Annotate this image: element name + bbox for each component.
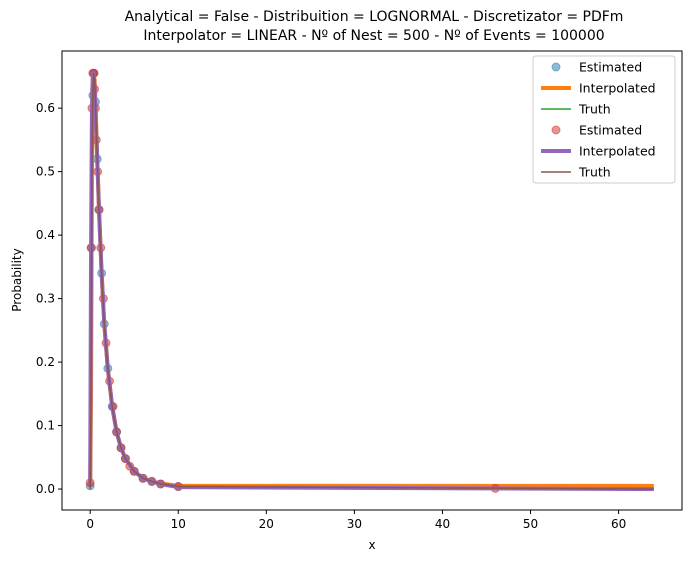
y-tick-label: 0.0 xyxy=(36,482,55,496)
y-tick-label: 0.1 xyxy=(36,419,55,433)
x-axis-label: x xyxy=(368,538,375,552)
x-tick-label: 10 xyxy=(171,517,186,531)
chart-title-line-2: Interpolator = LINEAR - Nº of Nest = 500… xyxy=(143,28,604,44)
x-tick-label: 0 xyxy=(86,517,94,531)
x-axis: 0 10 20 30 40 50 60 xyxy=(86,510,626,531)
series-6-line xyxy=(89,72,654,490)
legend: Estimated Interpolated Truth Estimated Inter… xyxy=(532,55,676,184)
y-tick-label: 0.5 xyxy=(36,165,55,179)
legend-label: Estimated xyxy=(579,123,642,138)
x-tick-label: 50 xyxy=(523,517,538,531)
y-axis-label: Probability xyxy=(10,248,24,311)
legend-marker-swatch xyxy=(551,125,561,135)
legend-entry: Truth xyxy=(541,165,611,180)
legend-entry: Estimated xyxy=(551,123,642,138)
y-tick-label: 0.6 xyxy=(36,101,55,115)
series-layer xyxy=(85,68,654,493)
y-axis: 0.0 0.1 0.2 0.3 0.4 0.5 0.6 xyxy=(36,101,62,496)
legend-entry: Truth xyxy=(541,102,611,117)
legend-entry: Interpolated xyxy=(541,144,656,159)
series-6 xyxy=(89,72,654,490)
legend-label: Interpolated xyxy=(579,81,656,96)
y-tick-label: 0.3 xyxy=(36,292,55,306)
x-tick-label: 60 xyxy=(611,517,626,531)
legend-label: Interpolated xyxy=(579,144,656,159)
chart-title-line-1: Analytical = False - Distribuition = LOG… xyxy=(125,9,624,25)
x-tick-label: 20 xyxy=(259,517,274,531)
legend-entry: Estimated xyxy=(551,60,642,75)
y-tick-label: 0.2 xyxy=(36,355,55,369)
legend-label: Truth xyxy=(578,102,611,117)
legend-marker-swatch xyxy=(551,62,561,72)
legend-entry: Interpolated xyxy=(541,81,656,96)
plot-frame xyxy=(61,50,683,511)
legend-label: Estimated xyxy=(579,60,642,75)
y-tick-label: 0.4 xyxy=(36,228,55,242)
x-tick-label: 40 xyxy=(435,517,450,531)
series-4 xyxy=(85,68,500,493)
legend-label: Truth xyxy=(578,165,611,180)
x-tick-label: 30 xyxy=(347,517,362,531)
